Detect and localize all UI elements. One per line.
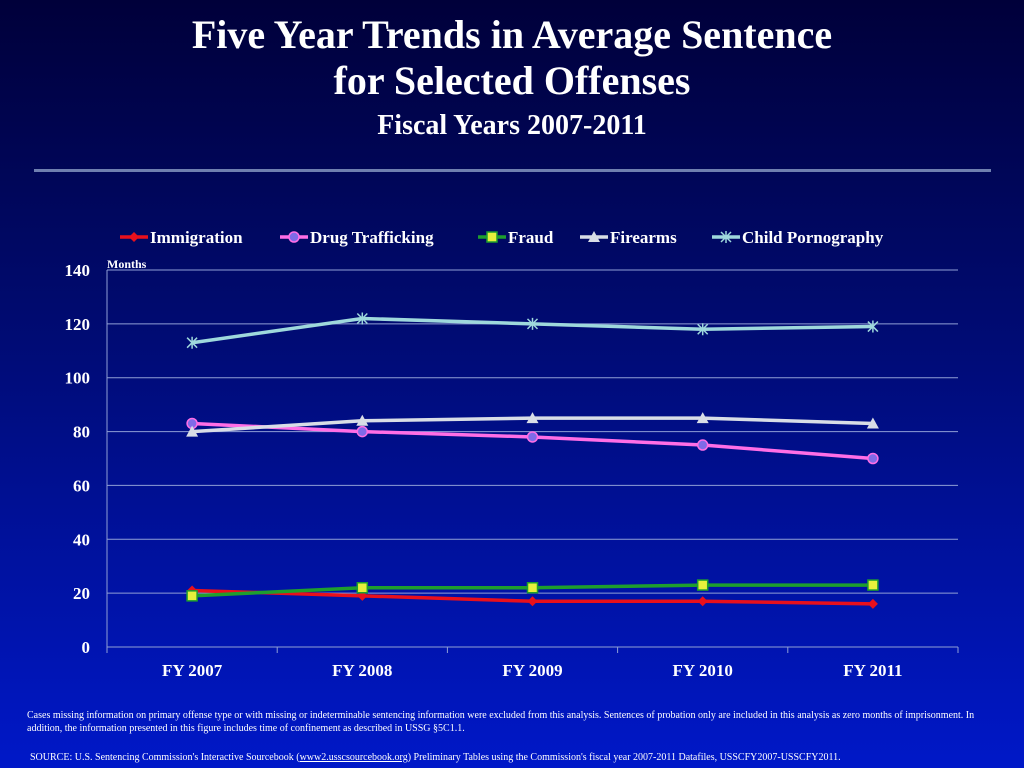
- footnote: Cases missing information on primary off…: [27, 710, 975, 734]
- y-tick-label: 60: [73, 476, 90, 495]
- data-point: [867, 452, 879, 465]
- data-point: [696, 579, 709, 591]
- legend-label: Firearms: [610, 228, 677, 247]
- source-link[interactable]: www2.usscsourcebook.org: [299, 752, 408, 763]
- data-point: [696, 412, 709, 424]
- y-tick-label: 140: [65, 261, 91, 280]
- source-note: SOURCE: U.S. Sentencing Commission's Int…: [30, 751, 1010, 764]
- data-point: [697, 323, 709, 336]
- legend-label: Fraud: [508, 228, 554, 247]
- legend-label: Immigration: [150, 228, 243, 247]
- source-prefix: SOURCE: U.S. Sentencing Commission's Int…: [30, 752, 300, 763]
- data-point: [526, 431, 539, 443]
- x-tick-label: FY 2010: [673, 661, 733, 680]
- data-point: [697, 596, 708, 607]
- data-point: [867, 598, 878, 609]
- y-tick-label: 40: [73, 530, 90, 549]
- title-block: Five Year Trends in Average Sentence for…: [0, 12, 1024, 142]
- data-point: [866, 417, 879, 429]
- data-point: [696, 439, 709, 451]
- legend-label: Drug Trafficking: [310, 228, 434, 247]
- data-point: [356, 582, 369, 594]
- legend-swatch-marker: [588, 231, 600, 242]
- line-chart: 0 20 40 60 80 100 120 140 Months FY 2007 FY 2008 FY…: [65, 228, 959, 680]
- source-suffix: ) Preliminary Tables using the Commissio…: [407, 752, 841, 763]
- data-point: [527, 596, 538, 607]
- y-tick-label: 80: [73, 423, 90, 442]
- data-point: [356, 414, 369, 426]
- data-point: [356, 425, 369, 438]
- legend-swatch-marker: [486, 231, 498, 243]
- y-tick-label: 20: [73, 584, 90, 603]
- x-tick-label: FY 2008: [332, 661, 392, 680]
- y-tick-label: 100: [65, 369, 91, 388]
- data-point: [526, 582, 539, 594]
- x-tick-label: FY 2007: [162, 661, 223, 680]
- x-tick-label: FY 2009: [502, 661, 562, 680]
- page-title-line-2: for Selected Offenses: [333, 58, 691, 103]
- page-title-line-1: Five Year Trends in Average Sentence: [191, 12, 833, 57]
- legend-swatch-marker: [129, 232, 139, 242]
- data-point: [867, 579, 879, 591]
- legend-swatch-marker: [288, 231, 300, 243]
- data-point: [186, 425, 199, 437]
- y-tick-label: 0: [82, 638, 91, 657]
- x-tick-label: FY 2011: [843, 661, 902, 680]
- data-point: [357, 590, 368, 601]
- data-point: [356, 312, 368, 325]
- data-point: [186, 336, 198, 349]
- title-divider: [34, 169, 991, 172]
- data-point: [186, 590, 198, 602]
- legend-swatch-marker: [720, 231, 732, 243]
- y-tick-label: 120: [65, 315, 91, 334]
- data-point: [867, 320, 879, 333]
- page-subtitle: Fiscal Years 2007-2011: [377, 110, 647, 141]
- data-point: [526, 412, 539, 424]
- y-axis-label: Months: [107, 257, 147, 271]
- data-point: [526, 317, 539, 330]
- legend-label: Child Pornography: [742, 228, 884, 247]
